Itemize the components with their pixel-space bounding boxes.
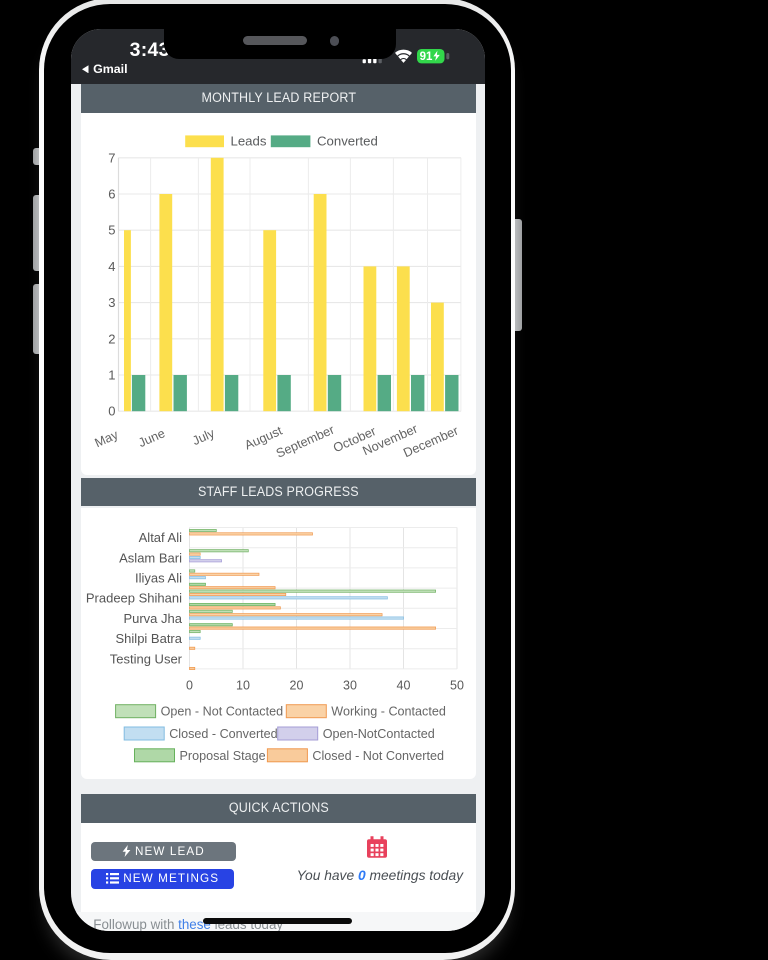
svg-text:30: 30 — [343, 679, 357, 693]
svg-text:Aslam Bari: Aslam Bari — [119, 551, 182, 566]
svg-text:Closed - Not Converted: Closed - Not Converted — [312, 749, 444, 763]
svg-text:5: 5 — [108, 222, 115, 237]
svg-text:Shilpi Batra: Shilpi Batra — [116, 631, 183, 646]
svg-text:September: September — [274, 422, 337, 460]
svg-text:Altaf Ali: Altaf Ali — [139, 530, 182, 545]
svg-text:4: 4 — [108, 259, 115, 274]
svg-text:10: 10 — [236, 679, 250, 693]
svg-text:2: 2 — [108, 331, 115, 346]
svg-text:20: 20 — [290, 679, 304, 693]
svg-text:1: 1 — [108, 367, 115, 382]
svg-text:Proposal Stage: Proposal Stage — [180, 749, 266, 763]
svg-text:May: May — [93, 427, 121, 450]
svg-text:Leads: Leads — [231, 133, 267, 148]
svg-text:Open - Not Contacted: Open - Not Contacted — [161, 705, 284, 719]
svg-text:3: 3 — [108, 295, 115, 310]
svg-text:6: 6 — [108, 186, 115, 201]
svg-text:Testing User: Testing User — [110, 652, 183, 667]
svg-text:40: 40 — [397, 679, 411, 693]
svg-text:June: June — [136, 426, 167, 450]
svg-text:50: 50 — [450, 679, 464, 693]
svg-text:Pradeep Shihani: Pradeep Shihani — [86, 591, 182, 606]
svg-text:Working - Contacted: Working - Contacted — [331, 705, 446, 719]
svg-text:July: July — [190, 426, 217, 448]
svg-text:0: 0 — [108, 403, 115, 418]
svg-text:0: 0 — [186, 679, 193, 693]
svg-text:Purva Jha: Purva Jha — [123, 611, 182, 626]
svg-text:Open-NotContacted: Open-NotContacted — [323, 727, 435, 741]
svg-text:7: 7 — [108, 150, 115, 165]
svg-text:Iliyas Ali: Iliyas Ali — [135, 571, 182, 586]
svg-text:Converted: Converted — [317, 133, 378, 148]
svg-text:91: 91 — [420, 51, 433, 63]
svg-text:Closed - Converted: Closed - Converted — [169, 727, 278, 741]
